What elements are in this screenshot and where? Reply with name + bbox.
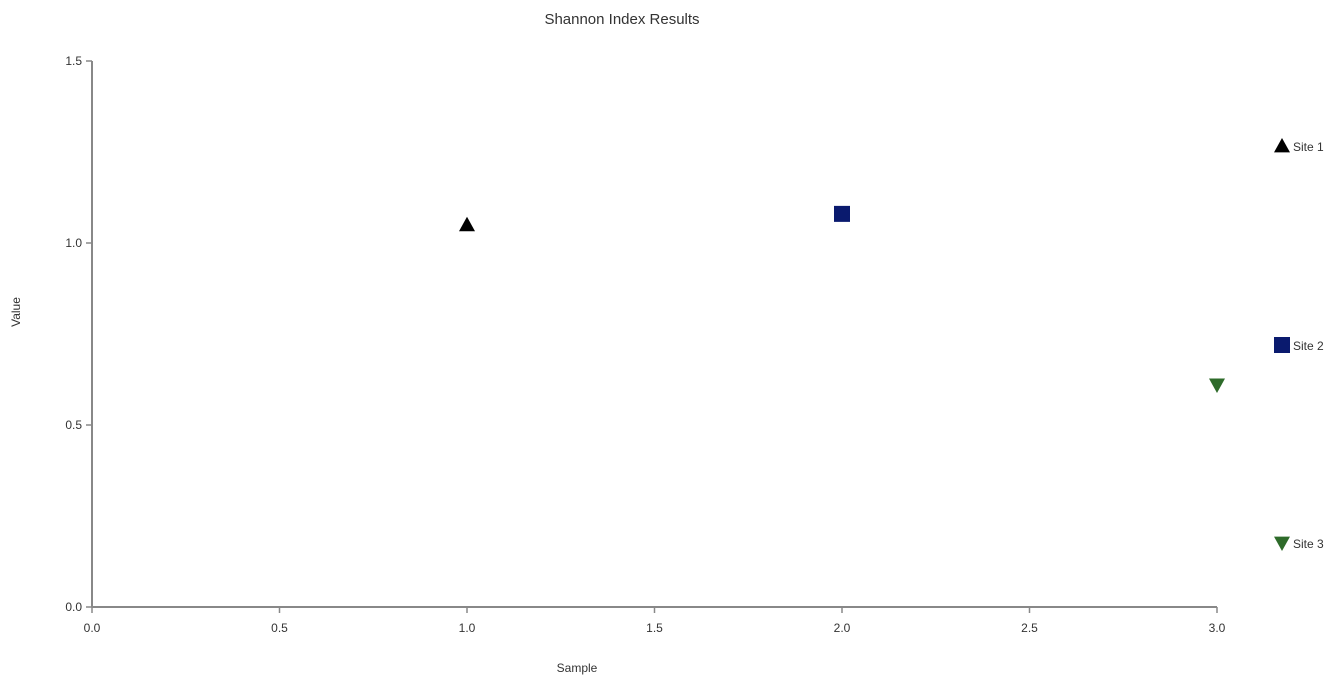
y-tick-label: 0.5: [65, 418, 82, 432]
y-axis-label: Value: [9, 297, 23, 327]
legend-label-site-3: Site 3: [1293, 537, 1324, 551]
legend-label-site-1: Site 1: [1293, 140, 1324, 154]
y-tick-label: 1.0: [65, 236, 82, 250]
data-point-site-3: [1209, 378, 1225, 393]
x-tick-label: 3.0: [1209, 621, 1226, 635]
data-point-site-2: [834, 205, 850, 222]
legend-marker-site-2: [1274, 337, 1290, 353]
x-axis-ticks: 0.0 0.5 1.0 1.5 2.0 2.5 3.0: [84, 607, 1226, 635]
x-axis-label: Sample: [557, 661, 598, 675]
legend: Site 1 Site 2 Site 3: [1274, 138, 1324, 551]
y-axis-ticks: 0.0 0.5 1.0 1.5: [65, 54, 92, 614]
x-tick-label: 1.5: [646, 621, 663, 635]
y-tick-label: 0.0: [65, 600, 82, 614]
x-tick-label: 0.5: [271, 621, 288, 635]
legend-marker-site-3: [1274, 536, 1290, 551]
x-tick-label: 1.0: [459, 621, 476, 635]
x-tick-label: 2.5: [1021, 621, 1038, 635]
x-tick-label: 2.0: [834, 621, 851, 635]
legend-label-site-2: Site 2: [1293, 339, 1324, 353]
chart-title: Shannon Index Results: [544, 11, 699, 28]
data-point-site-1: [459, 216, 475, 232]
y-tick-label: 1.5: [65, 54, 82, 68]
data-points: [459, 205, 1225, 393]
legend-marker-site-1: [1274, 138, 1290, 153]
x-tick-label: 0.0: [84, 621, 101, 635]
